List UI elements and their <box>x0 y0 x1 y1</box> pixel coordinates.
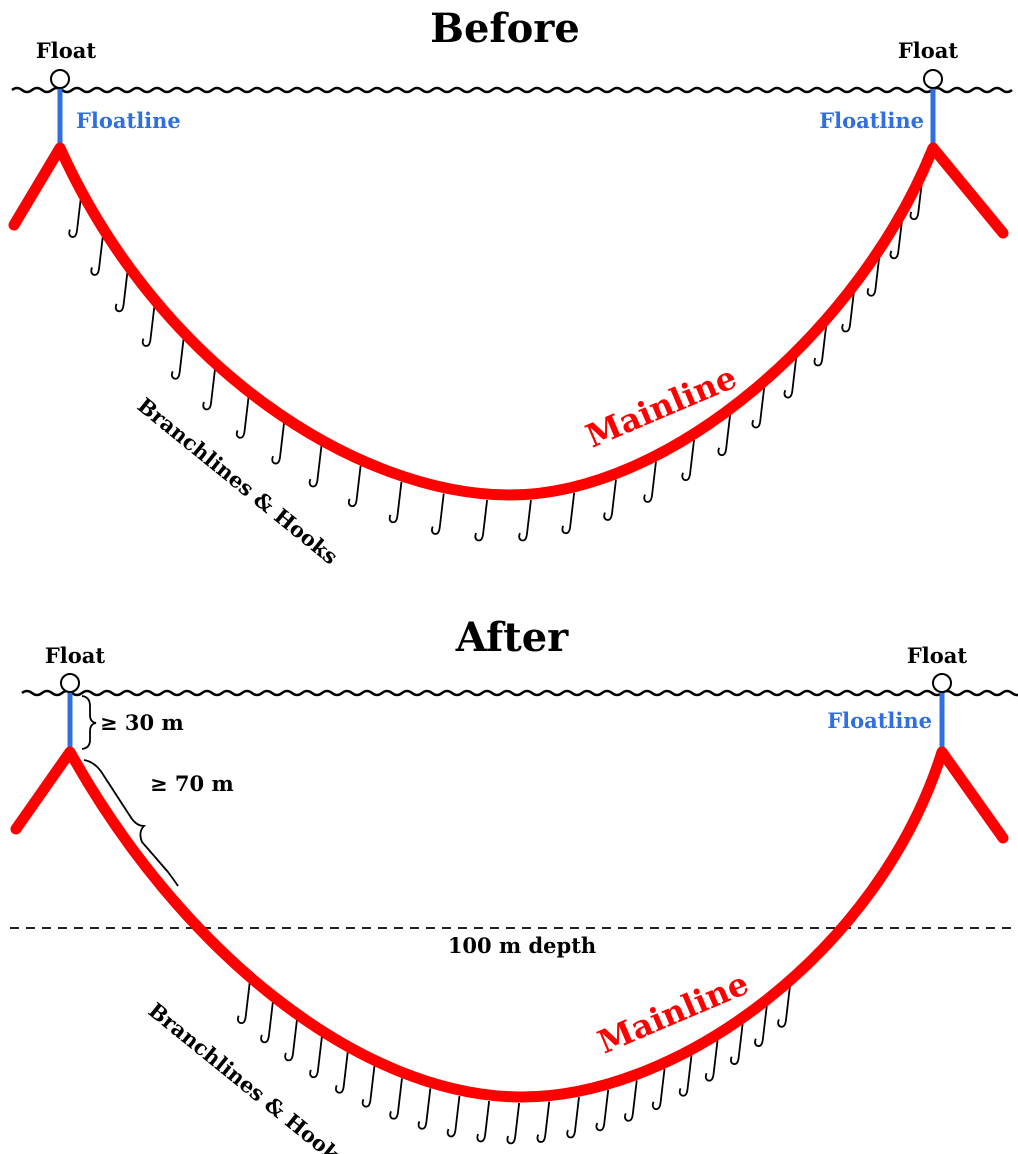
float-left-icon <box>60 673 80 693</box>
branchline-hook <box>271 423 285 465</box>
branchline-hook <box>90 234 104 276</box>
branchline-hook <box>236 982 251 1024</box>
water-surface-after <box>21 689 1018 697</box>
branchlines-label-before: Branchlines & Hooks <box>133 392 343 569</box>
branchline-hook <box>260 1001 274 1044</box>
branchline-hook <box>506 1102 521 1145</box>
before-title: Before <box>430 5 580 52</box>
branchline-hook <box>114 270 129 313</box>
branchline-hook <box>446 1095 461 1138</box>
floatline-left-label: Floatline <box>76 108 181 133</box>
depth-label: 100 m depth <box>448 933 596 958</box>
branchline-hook <box>841 291 855 333</box>
branchline-hook <box>431 493 445 535</box>
branchline-hook <box>389 1078 403 1120</box>
branchline-hook <box>417 1088 432 1130</box>
branchline-hook <box>566 1096 580 1139</box>
branchlines-before <box>68 178 924 542</box>
mainline-after <box>10 746 1009 1103</box>
branchline-hook <box>536 1101 551 1143</box>
mainline-before <box>8 142 1009 501</box>
branchline-hook <box>643 461 657 503</box>
branchline-hook <box>909 178 924 221</box>
branchline-hook <box>704 1040 719 1082</box>
branchline-hook <box>754 1005 768 1047</box>
floatline-length-brace <box>81 695 97 750</box>
branchline-hook <box>717 414 732 457</box>
branchline-hook <box>866 255 881 297</box>
branchline-hook <box>561 492 576 535</box>
branchline-hook <box>518 499 532 542</box>
branchline-hook <box>889 217 904 260</box>
float-right-icon <box>932 673 952 693</box>
branchline-hook <box>361 1066 376 1108</box>
water-surface-before <box>11 86 1013 94</box>
branchline-hook <box>170 338 185 380</box>
branchline-hook <box>202 368 216 411</box>
branchline-hook <box>388 481 403 524</box>
branchlines-after <box>236 982 791 1145</box>
float-left-icon <box>50 69 70 89</box>
floatline-right-label: Floatline <box>819 108 924 133</box>
branchline-hook <box>284 1019 298 1062</box>
float-right-label: Float <box>907 643 968 668</box>
mainline-label-after: Mainline <box>592 964 754 1061</box>
branchline-hook <box>783 357 798 399</box>
branchlines-label-after: Branchlines & Hooks <box>144 997 354 1154</box>
branchline-hook <box>651 1068 666 1111</box>
branchline-hook <box>595 1089 610 1132</box>
branchline-hook <box>603 479 617 521</box>
mainline-label-before: Mainline <box>580 358 742 455</box>
floatline-right-label: Floatline <box>827 708 932 733</box>
branchline-hook <box>777 986 791 1028</box>
segment-length-brace <box>83 759 179 887</box>
branchline-hook <box>813 324 828 367</box>
float-left-label: Float <box>45 643 106 668</box>
branchline-hook <box>335 1052 349 1094</box>
after-title: After <box>455 614 569 661</box>
branchline-hook <box>751 387 766 429</box>
branchline-hook <box>308 445 323 488</box>
float-right-icon <box>923 69 943 89</box>
branchline-hook <box>476 1100 491 1143</box>
segment-length-label: ≥ 70 m <box>150 771 234 796</box>
branchline-hook <box>141 305 156 347</box>
branchline-hook <box>729 1023 744 1065</box>
branchline-hook <box>474 499 488 542</box>
branchline-hook <box>309 1036 323 1079</box>
branchline-hook <box>678 1055 693 1097</box>
branchline-hook <box>347 465 362 508</box>
branchline-hook <box>681 439 695 482</box>
before-panel: Before Float Float Floatline Floatline M… <box>8 5 1013 569</box>
float-right-label: Float <box>898 38 959 63</box>
branchline-hook <box>235 397 250 439</box>
float-left-label: Float <box>36 38 97 63</box>
after-panel: After Float Float Floatline ≥ 30 m ≥ 70 … <box>10 614 1018 1154</box>
floatline-length-label: ≥ 30 m <box>100 710 184 735</box>
branchline-hook <box>624 1080 638 1122</box>
branchline-hook <box>68 196 82 238</box>
